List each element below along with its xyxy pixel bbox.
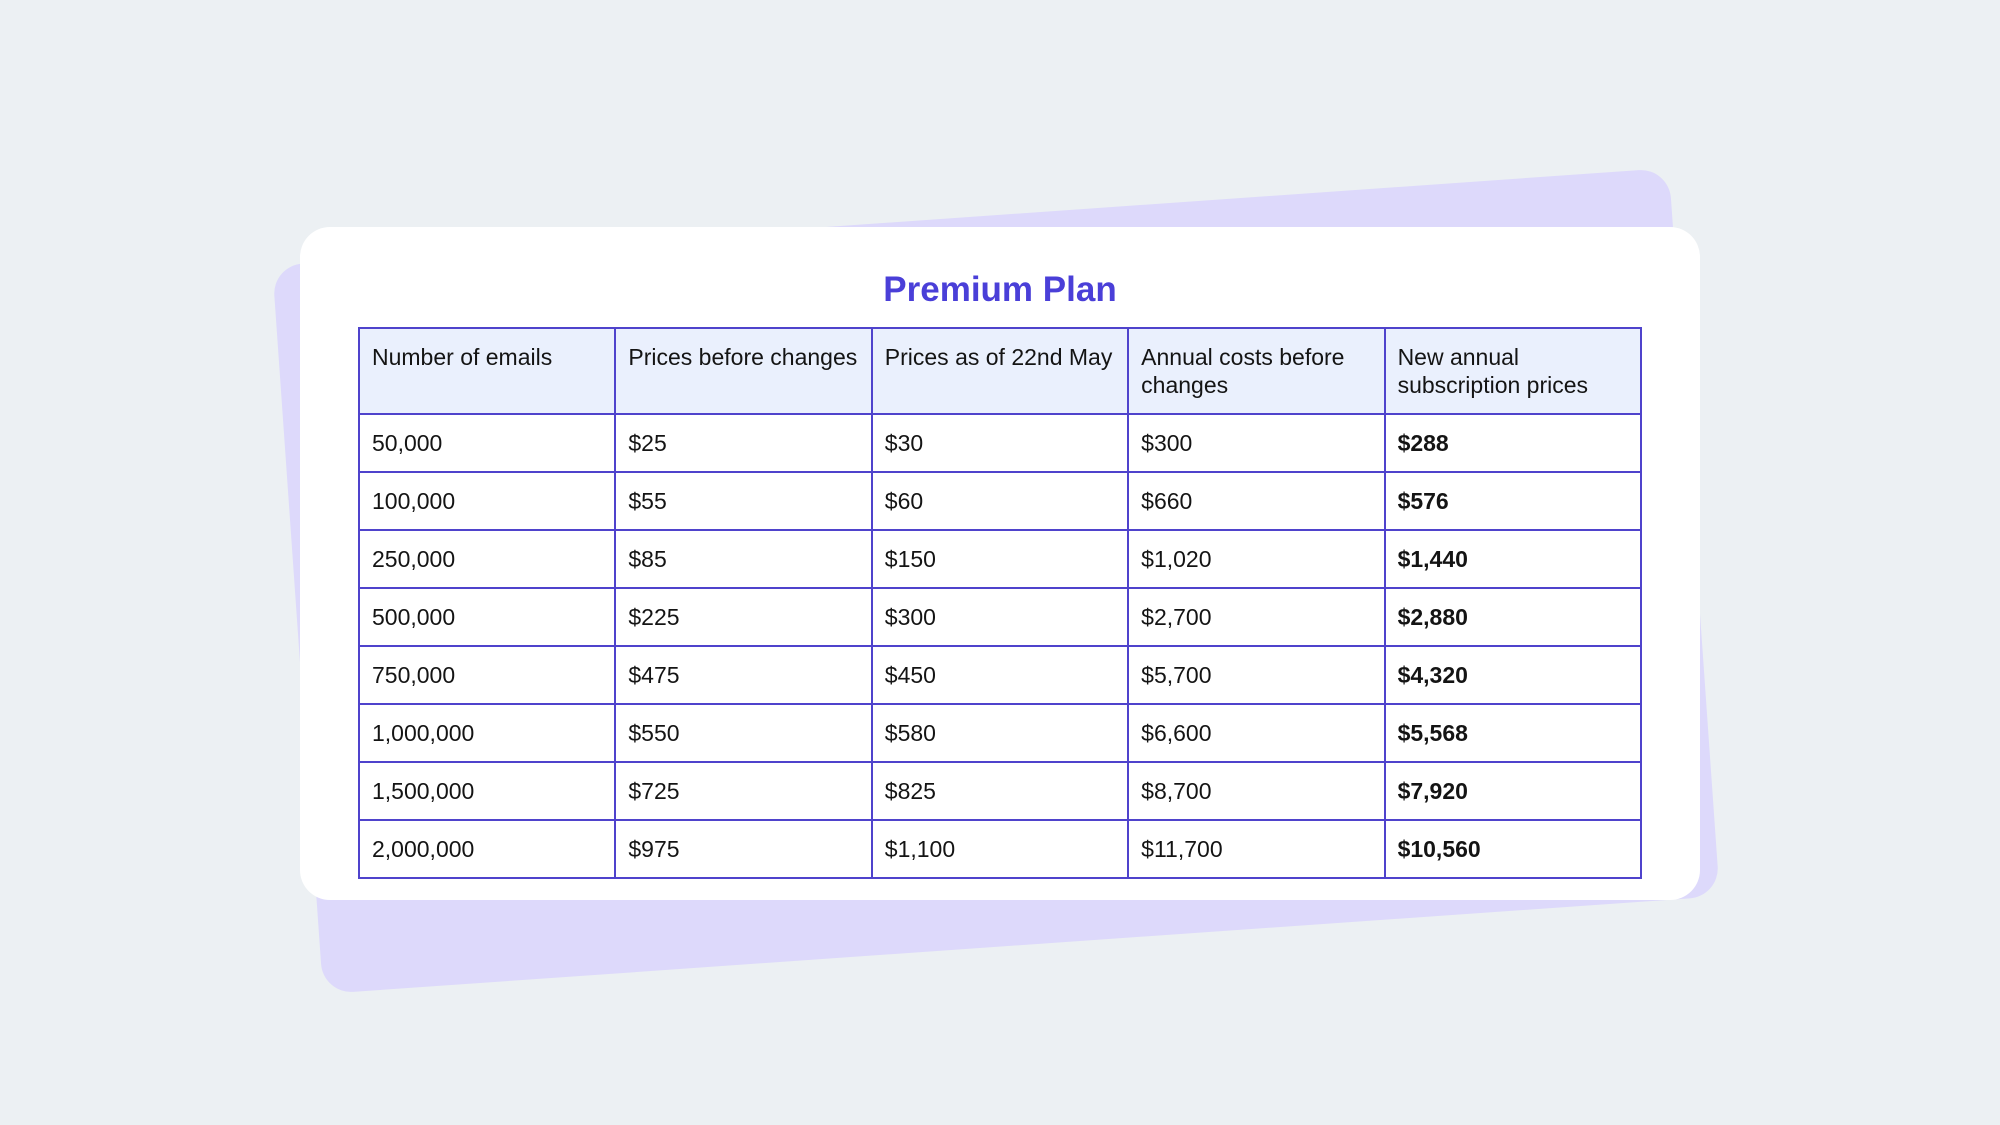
pricing-card: Premium Plan Number of emails Prices bef… <box>300 227 1700 900</box>
cell-number-of-emails: 250,000 <box>357 529 617 589</box>
header-annual-costs-before-changes: Annual costs before changes <box>1127 327 1386 415</box>
table-header: Number of emails Prices before changes P… <box>357 327 1643 415</box>
cell-new-annual-price: $10,560 <box>1383 819 1643 879</box>
cell-annual-cost-before: $1,020 <box>1127 529 1386 589</box>
table-row: 100,000 $55 $60 $660 $576 <box>357 471 1643 531</box>
cell-new-annual-price: $1,440 <box>1383 529 1643 589</box>
cell-annual-cost-before: $300 <box>1127 413 1386 473</box>
cell-price-22nd-may: $580 <box>870 703 1130 763</box>
header-number-of-emails: Number of emails <box>357 327 617 415</box>
table-row: 1,000,000 $550 $580 $6,600 $5,568 <box>357 703 1643 763</box>
table-row: 1,500,000 $725 $825 $8,700 $7,920 <box>357 761 1643 821</box>
cell-price-22nd-may: $300 <box>870 587 1130 647</box>
cell-price-22nd-may: $1,100 <box>870 819 1130 879</box>
table-row: 750,000 $475 $450 $5,700 $4,320 <box>357 645 1643 705</box>
cell-new-annual-price: $7,920 <box>1383 761 1643 821</box>
pricing-table: Number of emails Prices before changes P… <box>357 327 1643 879</box>
cell-price-before: $55 <box>614 471 873 531</box>
cell-price-22nd-may: $60 <box>870 471 1130 531</box>
cell-number-of-emails: 1,000,000 <box>357 703 617 763</box>
cell-price-22nd-may: $450 <box>870 645 1130 705</box>
cell-new-annual-price: $2,880 <box>1383 587 1643 647</box>
cell-price-before: $975 <box>614 819 873 879</box>
cell-price-22nd-may: $30 <box>870 413 1130 473</box>
cell-new-annual-price: $4,320 <box>1383 645 1643 705</box>
table-row: 50,000 $25 $30 $300 $288 <box>357 413 1643 473</box>
cell-price-before: $25 <box>614 413 873 473</box>
header-prices-as-of-22nd-may: Prices as of 22nd May <box>870 327 1130 415</box>
cell-annual-cost-before: $5,700 <box>1127 645 1386 705</box>
cell-new-annual-price: $576 <box>1383 471 1643 531</box>
cell-number-of-emails: 500,000 <box>357 587 617 647</box>
table-row: 250,000 $85 $150 $1,020 $1,440 <box>357 529 1643 589</box>
cell-annual-cost-before: $8,700 <box>1127 761 1386 821</box>
header-row: Number of emails Prices before changes P… <box>357 327 1643 415</box>
header-prices-before-changes: Prices before changes <box>614 327 873 415</box>
cell-price-before: $85 <box>614 529 873 589</box>
cell-price-22nd-may: $150 <box>870 529 1130 589</box>
cell-annual-cost-before: $660 <box>1127 471 1386 531</box>
cell-number-of-emails: 1,500,000 <box>357 761 617 821</box>
table-row: 2,000,000 $975 $1,100 $11,700 $10,560 <box>357 819 1643 879</box>
cell-price-before: $475 <box>614 645 873 705</box>
cell-number-of-emails: 2,000,000 <box>357 819 617 879</box>
cell-annual-cost-before: $6,600 <box>1127 703 1386 763</box>
table-row: 500,000 $225 $300 $2,700 $2,880 <box>357 587 1643 647</box>
header-new-annual-subscription-prices: New annual subscription prices <box>1383 327 1643 415</box>
cell-price-before: $725 <box>614 761 873 821</box>
cell-new-annual-price: $288 <box>1383 413 1643 473</box>
table-body: 50,000 $25 $30 $300 $288 100,000 $55 $60 $660 $57… <box>357 413 1643 879</box>
cell-price-before: $225 <box>614 587 873 647</box>
cell-number-of-emails: 100,000 <box>357 471 617 531</box>
cell-new-annual-price: $5,568 <box>1383 703 1643 763</box>
cell-price-before: $550 <box>614 703 873 763</box>
plan-title: Premium Plan <box>883 270 1117 309</box>
cell-annual-cost-before: $2,700 <box>1127 587 1386 647</box>
cell-number-of-emails: 50,000 <box>357 413 617 473</box>
cell-annual-cost-before: $11,700 <box>1127 819 1386 879</box>
cell-price-22nd-may: $825 <box>870 761 1130 821</box>
cell-number-of-emails: 750,000 <box>357 645 617 705</box>
